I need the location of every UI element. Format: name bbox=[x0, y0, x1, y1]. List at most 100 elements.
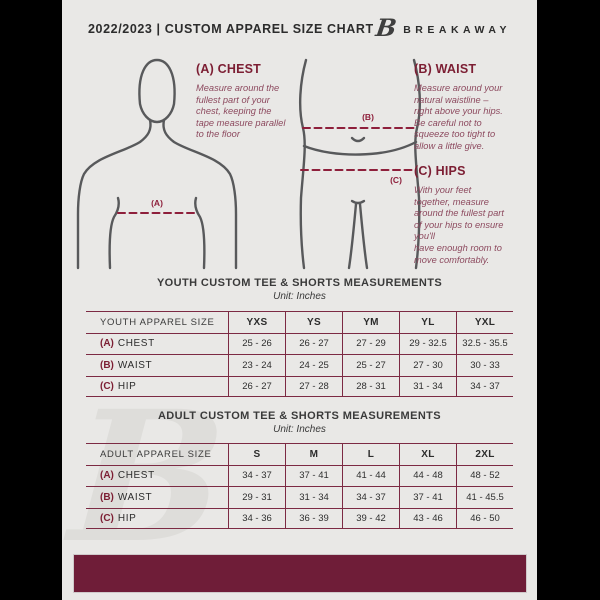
size-column-header: XL bbox=[399, 444, 456, 465]
cell-value: 37 - 41 bbox=[399, 487, 456, 508]
row-label-cell: (A) CHEST bbox=[86, 334, 228, 355]
row-marker: (C) bbox=[100, 512, 114, 524]
cell-value: 27 - 29 bbox=[342, 333, 399, 354]
left-side-outline bbox=[299, 58, 308, 270]
hips-marker-label: (C) bbox=[390, 175, 402, 185]
cell-value: 23 - 24 bbox=[228, 355, 285, 376]
cell-value: 41 - 45.5 bbox=[456, 487, 513, 508]
cell-value: 32.5 - 35.5 bbox=[456, 333, 513, 354]
chest-measure-diagram: (A) bbox=[76, 58, 238, 270]
cell-value: 25 - 26 bbox=[228, 333, 285, 354]
cell-value: 27 - 28 bbox=[285, 376, 342, 396]
cell-value: 48 - 52 bbox=[456, 465, 513, 486]
hips-instruction-block: (C) HIPS With your feet together, measur… bbox=[414, 164, 530, 266]
cell-value: 46 - 50 bbox=[456, 508, 513, 528]
row-label-cell: (B) WAIST bbox=[86, 487, 228, 508]
adult-chest-row: (A) CHEST 34 - 37 37 - 41 41 - 44 44 - 4… bbox=[86, 464, 513, 487]
waist-marker-label: (B) bbox=[362, 112, 374, 122]
cell-value: 30 - 33 bbox=[456, 355, 513, 376]
youth-table-header-row: YOUTH APPAREL SIZE YXS YS YM YL YXL bbox=[86, 311, 513, 333]
youth-size-table: YOUTH APPAREL SIZE YXS YS YM YL YXL (A) … bbox=[86, 311, 513, 397]
cell-value: 24 - 25 bbox=[285, 355, 342, 376]
row-label-cell: (C) HIP bbox=[86, 509, 228, 529]
row-marker: (A) bbox=[100, 470, 114, 482]
chest-marker-label: (A) bbox=[151, 198, 163, 208]
row-label: WAIST bbox=[117, 491, 153, 503]
cell-value: 34 - 37 bbox=[228, 465, 285, 486]
page-title: 2022/2023 | CUSTOM APPAREL SIZE CHART bbox=[88, 22, 374, 36]
cell-value: 36 - 39 bbox=[285, 508, 342, 528]
cell-value: 26 - 27 bbox=[228, 376, 285, 396]
row-label: HIP bbox=[117, 380, 137, 392]
cell-value: 29 - 32.5 bbox=[399, 333, 456, 354]
cell-value: 43 - 46 bbox=[399, 508, 456, 528]
navel-curve bbox=[350, 136, 366, 143]
row-label: WAIST bbox=[117, 359, 153, 371]
size-column-header: 2XL bbox=[456, 444, 513, 465]
row-marker: (B) bbox=[100, 491, 114, 503]
size-column-header: YM bbox=[342, 312, 399, 333]
adult-section-title: ADULT CUSTOM TEE & SHORTS MEASUREMENTS bbox=[157, 410, 442, 422]
cell-value: 39 - 42 bbox=[342, 508, 399, 528]
cell-value: 44 - 48 bbox=[399, 465, 456, 486]
youth-unit-label: Unit: Inches bbox=[273, 291, 326, 302]
row-label: CHEST bbox=[117, 470, 155, 482]
hips-instruction-heading: (C) HIPS bbox=[414, 164, 466, 178]
chest-instruction-block: (A) CHEST Measure around the fullest par… bbox=[196, 62, 312, 141]
hips-instruction-text: With your feet together, measure around … bbox=[414, 185, 504, 265]
waist-instruction-heading: (B) WAIST bbox=[414, 62, 477, 76]
cell-value: 27 - 30 bbox=[399, 355, 456, 376]
chest-instruction-text: Measure around the fullest part of your … bbox=[196, 83, 286, 140]
size-chart-document: B 2022/2023 | CUSTOM APPAREL SIZE CHART … bbox=[62, 0, 537, 600]
row-label-cell: (B) WAIST bbox=[86, 355, 228, 376]
row-marker: (C) bbox=[100, 380, 114, 392]
size-column-header: L bbox=[342, 444, 399, 465]
size-column-header: YXS bbox=[228, 312, 285, 333]
size-column-header: YL bbox=[399, 312, 456, 333]
size-column-header: YXL bbox=[456, 312, 513, 333]
inner-left-leg-line bbox=[347, 202, 358, 270]
cell-value: 41 - 44 bbox=[342, 465, 399, 486]
cell-value: 26 - 27 bbox=[285, 333, 342, 354]
row-marker: (A) bbox=[100, 338, 114, 350]
footer-bar bbox=[73, 554, 527, 593]
youth-hip-row: (C) HIP 26 - 27 27 - 28 28 - 31 31 - 34 … bbox=[86, 375, 513, 397]
left-inner-arm-line bbox=[108, 196, 120, 270]
cell-value: 25 - 27 bbox=[342, 355, 399, 376]
cell-value: 34 - 37 bbox=[342, 487, 399, 508]
youth-section-title: YOUTH CUSTOM TEE & SHORTS MEASUREMENTS bbox=[156, 277, 443, 289]
adult-table-header-row: ADULT APPAREL SIZE S M L XL 2XL bbox=[86, 443, 513, 465]
adult-size-table: ADULT APPAREL SIZE S M L XL 2XL (A) CHES… bbox=[86, 443, 513, 529]
row-label-cell: (A) CHEST bbox=[86, 466, 228, 487]
right-inner-arm-line bbox=[194, 196, 206, 270]
breakaway-logo-icon: B bbox=[373, 13, 399, 42]
size-column-header: M bbox=[285, 444, 342, 465]
cell-value: 28 - 31 bbox=[342, 376, 399, 396]
brand-lockup: B BREAKAWAY bbox=[373, 13, 511, 42]
adult-waist-row: (B) WAIST 29 - 31 31 - 34 34 - 37 37 - 4… bbox=[86, 486, 513, 508]
row-label: HIP bbox=[117, 512, 137, 524]
row-marker: (B) bbox=[100, 359, 114, 371]
row-label: CHEST bbox=[117, 338, 155, 350]
cell-value: 34 - 37 bbox=[456, 376, 513, 396]
inner-right-leg-line bbox=[358, 202, 369, 270]
right-shoulder-arm-outline bbox=[162, 118, 238, 270]
row-label-cell: (C) HIP bbox=[86, 377, 228, 397]
size-column-header: S bbox=[228, 444, 285, 465]
adult-table-corner-header: ADULT APPAREL SIZE bbox=[100, 448, 212, 460]
waist-instruction-text: Measure around your natural waistline – … bbox=[414, 83, 503, 151]
brand-name: BREAKAWAY bbox=[403, 24, 511, 36]
youth-waist-row: (B) WAIST 23 - 24 24 - 25 25 - 27 27 - 3… bbox=[86, 354, 513, 376]
hip-waistband-curve bbox=[302, 140, 418, 156]
waist-instruction-block: (B) WAIST Measure around your natural wa… bbox=[414, 62, 530, 153]
youth-chest-row: (A) CHEST 25 - 26 26 - 27 27 - 29 29 - 3… bbox=[86, 332, 513, 355]
cell-value: 37 - 41 bbox=[285, 465, 342, 486]
youth-table-corner-header: YOUTH APPAREL SIZE bbox=[100, 316, 215, 328]
cell-value: 31 - 34 bbox=[399, 376, 456, 396]
adult-hip-row: (C) HIP 34 - 36 36 - 39 39 - 42 43 - 46 … bbox=[86, 507, 513, 529]
waist-hips-measure-diagram: (B) (C) bbox=[299, 58, 421, 270]
chest-instruction-heading: (A) CHEST bbox=[196, 62, 261, 76]
head-outline bbox=[138, 58, 176, 124]
adult-unit-label: Unit: Inches bbox=[273, 424, 326, 435]
